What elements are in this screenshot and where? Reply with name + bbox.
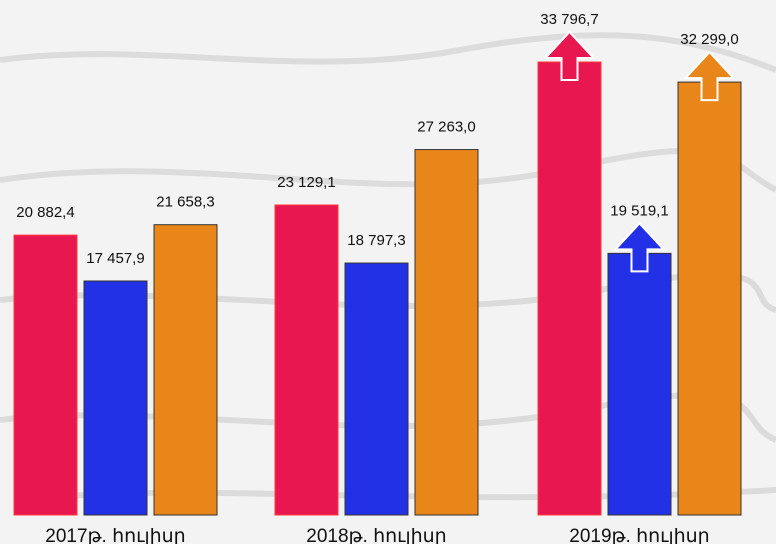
bar	[13, 234, 78, 516]
up-arrow	[543, 30, 596, 81]
bar	[607, 252, 672, 516]
x-tick-label: 2017թ. հուլիսը	[45, 526, 185, 544]
data-label: 18 797,3	[347, 232, 405, 249]
up-arrow	[613, 221, 666, 273]
bar	[83, 280, 148, 516]
data-label: 21 658,3	[156, 194, 214, 211]
data-label: 23 129,1	[277, 174, 335, 191]
data-label: 20 882,4	[16, 204, 74, 221]
bar	[537, 61, 602, 516]
x-tick-label: 2019թ. հուլիսը	[569, 526, 709, 544]
data-label: 17 457,9	[86, 250, 144, 267]
up-arrow	[683, 50, 736, 102]
x-tick-label: 2018թ. հուլիսը	[306, 526, 446, 544]
bar	[677, 81, 742, 516]
bar	[274, 204, 339, 516]
bar	[153, 224, 218, 516]
data-label: 33 796,7	[540, 11, 598, 28]
data-label: 27 263,0	[417, 119, 475, 136]
data-label: 32 299,0	[680, 31, 738, 48]
data-label: 19 519,1	[610, 202, 668, 219]
bar	[344, 262, 409, 516]
bar	[414, 149, 479, 516]
